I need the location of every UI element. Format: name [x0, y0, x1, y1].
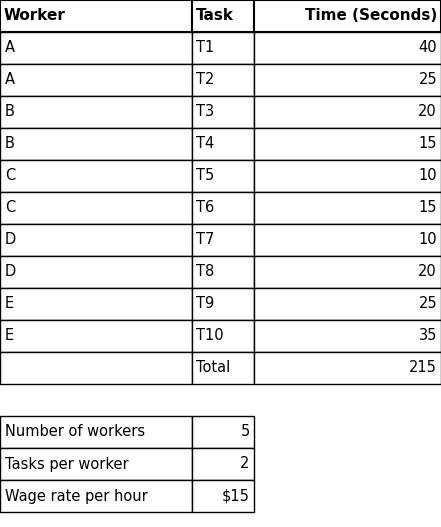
- Bar: [192, 256, 254, 288]
- Text: C: C: [5, 169, 15, 183]
- Bar: [192, 288, 254, 320]
- Text: T2: T2: [196, 73, 214, 87]
- Text: Total: Total: [196, 360, 230, 376]
- Bar: [254, 256, 441, 288]
- Bar: [254, 64, 441, 96]
- Bar: [0, 32, 192, 64]
- Text: Time (Seconds): Time (Seconds): [305, 8, 437, 24]
- Bar: [0, 224, 192, 256]
- Text: 35: 35: [419, 328, 437, 344]
- Bar: [0, 192, 192, 224]
- Bar: [192, 32, 254, 64]
- Text: D: D: [5, 232, 16, 248]
- Text: T10: T10: [196, 328, 224, 344]
- Text: Worker: Worker: [4, 8, 66, 24]
- Text: D: D: [5, 265, 16, 279]
- Bar: [192, 128, 254, 160]
- Text: A: A: [5, 41, 15, 55]
- Text: 10: 10: [419, 169, 437, 183]
- Bar: [254, 96, 441, 128]
- Text: 15: 15: [419, 200, 437, 216]
- Text: E: E: [5, 328, 14, 344]
- Bar: [254, 160, 441, 192]
- Bar: [0, 160, 192, 192]
- Text: T4: T4: [196, 136, 214, 151]
- Text: Number of workers: Number of workers: [5, 425, 145, 440]
- Bar: [0, 448, 192, 480]
- Text: 5: 5: [240, 425, 250, 440]
- Text: T9: T9: [196, 297, 214, 311]
- Bar: [0, 96, 192, 128]
- Bar: [192, 352, 254, 384]
- Text: T7: T7: [196, 232, 214, 248]
- Bar: [0, 480, 192, 512]
- Text: T3: T3: [196, 104, 214, 120]
- Text: T6: T6: [196, 200, 214, 216]
- Bar: [192, 480, 254, 512]
- Bar: [0, 320, 192, 352]
- Text: 25: 25: [419, 297, 437, 311]
- Bar: [0, 352, 192, 384]
- Text: 25: 25: [419, 73, 437, 87]
- Bar: [192, 192, 254, 224]
- Text: 40: 40: [419, 41, 437, 55]
- Text: 215: 215: [409, 360, 437, 376]
- Bar: [0, 128, 192, 160]
- Text: T5: T5: [196, 169, 214, 183]
- Text: Wage rate per hour: Wage rate per hour: [5, 489, 148, 503]
- Text: A: A: [5, 73, 15, 87]
- Bar: [192, 96, 254, 128]
- Bar: [254, 32, 441, 64]
- Bar: [192, 64, 254, 96]
- Bar: [254, 288, 441, 320]
- Bar: [192, 320, 254, 352]
- Bar: [254, 0, 441, 32]
- Bar: [0, 64, 192, 96]
- Text: C: C: [5, 200, 15, 216]
- Text: B: B: [5, 104, 15, 120]
- Bar: [254, 192, 441, 224]
- Text: 10: 10: [419, 232, 437, 248]
- Bar: [254, 320, 441, 352]
- Text: E: E: [5, 297, 14, 311]
- Bar: [192, 0, 254, 32]
- Text: B: B: [5, 136, 15, 151]
- Bar: [192, 416, 254, 448]
- Bar: [192, 160, 254, 192]
- Bar: [254, 224, 441, 256]
- Text: 20: 20: [418, 104, 437, 120]
- Bar: [254, 128, 441, 160]
- Bar: [0, 288, 192, 320]
- Bar: [192, 448, 254, 480]
- Text: 2: 2: [240, 456, 250, 472]
- Bar: [192, 224, 254, 256]
- Bar: [0, 0, 192, 32]
- Text: 15: 15: [419, 136, 437, 151]
- Text: Task: Task: [196, 8, 234, 24]
- Text: 20: 20: [418, 265, 437, 279]
- Text: Tasks per worker: Tasks per worker: [5, 456, 129, 472]
- Text: T1: T1: [196, 41, 214, 55]
- Bar: [0, 416, 192, 448]
- Text: $15: $15: [222, 489, 250, 503]
- Bar: [254, 352, 441, 384]
- Text: T8: T8: [196, 265, 214, 279]
- Bar: [0, 256, 192, 288]
